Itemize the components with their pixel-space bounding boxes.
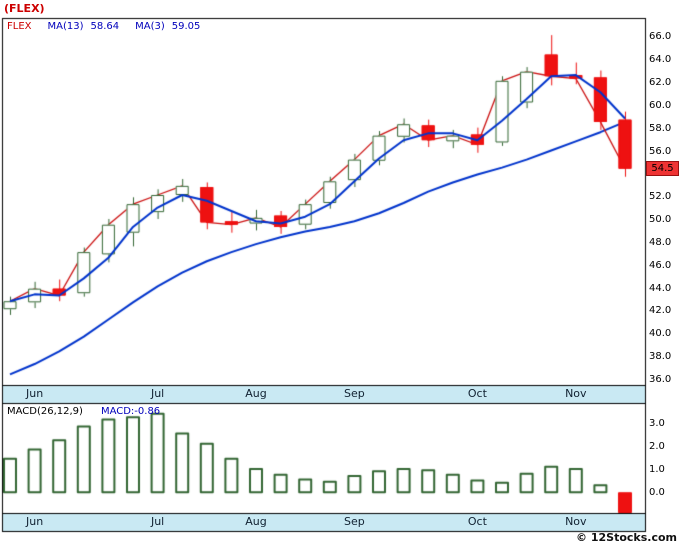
price-axis-tick: 48.0: [649, 236, 672, 248]
macd-legend: MACD(26,12,9) MACD:-0.86: [7, 406, 160, 417]
price-axis-tick: 66.0: [649, 31, 672, 43]
price-axis-tick: 38.0: [649, 351, 672, 363]
price-axis-tick: 56.0: [649, 145, 672, 157]
price-axis-tick: 42.0: [649, 305, 672, 317]
month-label-price: Sep: [344, 387, 365, 400]
month-label-macd: Sep: [344, 515, 365, 528]
price-axis-tick: 36.0: [649, 374, 672, 385]
macd-axis-tick: 1.0: [649, 463, 665, 475]
month-label-macd: Oct: [467, 515, 487, 528]
legend-ma3-value: 59.05: [171, 21, 201, 32]
month-label-price: Jul: [150, 387, 165, 400]
legend-ma13: MA(13) 58.64: [48, 21, 120, 32]
macd-axis-tick: 3.0: [649, 417, 665, 429]
watermark-credit: © 12Stocks.com: [576, 531, 677, 544]
last-price-badge: 54.5: [646, 160, 679, 176]
month-label-price: Aug: [245, 387, 267, 400]
month-label-macd: Nov: [565, 515, 587, 528]
month-label-price: Oct: [467, 387, 487, 400]
month-label-price: Jun: [26, 387, 44, 400]
price-axis-tick: 46.0: [649, 259, 672, 271]
legend-ma13-label: MA(13): [47, 21, 84, 32]
price-axis-tick: 44.0: [649, 282, 672, 294]
price-axis-tick: 58.0: [649, 122, 672, 134]
price-axis-tick: 64.0: [649, 54, 672, 66]
macd-label: MACD(26,12,9): [7, 406, 83, 417]
legend-symbol: FLEX: [7, 21, 32, 32]
price-axis-tick: 50.0: [649, 214, 672, 226]
macd-axis-tick: 2.0: [649, 440, 665, 452]
macd-axis-tick: 0.0: [649, 486, 665, 498]
legend-ma13-value: 58.64: [90, 21, 120, 32]
legend-ma3: MA(3) 59.05: [135, 21, 200, 32]
macd-value: MACD:-0.86: [100, 406, 161, 417]
price-axis-tick: 52.0: [649, 191, 672, 203]
main-chart-legend: FLEX MA(13) 58.64 MA(3) 59.05: [7, 21, 200, 32]
legend-ma3-label: MA(3): [135, 21, 165, 32]
month-label-macd: Aug: [245, 515, 267, 528]
price-axis-tick: 62.0: [649, 77, 672, 89]
price-axis-tick: 40.0: [649, 328, 672, 340]
ticker-title: (FLEX): [4, 2, 45, 15]
month-label-macd: Jul: [150, 515, 165, 528]
month-label-price: Nov: [565, 387, 587, 400]
month-label-macd: Jun: [26, 515, 44, 528]
price-axis-tick: 60.0: [649, 99, 672, 111]
